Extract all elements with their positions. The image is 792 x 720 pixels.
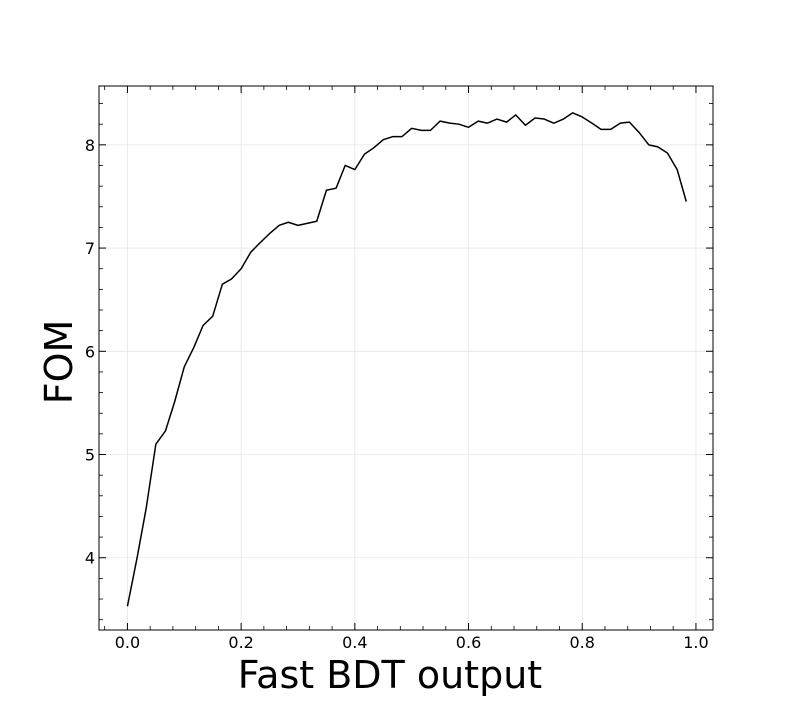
series-layer	[126, 112, 688, 607]
y-tick-label: 5	[85, 446, 95, 465]
grid	[99, 86, 713, 630]
y-tick-label: 7	[85, 239, 95, 258]
y-tick-label: 6	[85, 342, 95, 361]
x-tick-label: 0.6	[456, 633, 481, 652]
tick-labels: 0.0 0.2 0.4 0.6 0.8 1.0 4 5 6 7 8	[85, 136, 709, 652]
y-tick-label: 8	[85, 136, 95, 155]
x-tick-label: 0.4	[342, 633, 367, 652]
x-tick-label: 0.2	[228, 633, 253, 652]
series-line	[126, 112, 688, 607]
y-axis-label: FOM	[37, 320, 81, 405]
x-axis-label: Fast BDT output	[238, 653, 542, 697]
plot-frame	[98, 85, 714, 631]
x-tick-label: 1.0	[683, 633, 708, 652]
y-tick-label: 4	[85, 549, 95, 568]
x-tick-label: 0.0	[115, 633, 140, 652]
x-tick-label: 0.8	[570, 633, 595, 652]
ticks	[99, 86, 713, 630]
